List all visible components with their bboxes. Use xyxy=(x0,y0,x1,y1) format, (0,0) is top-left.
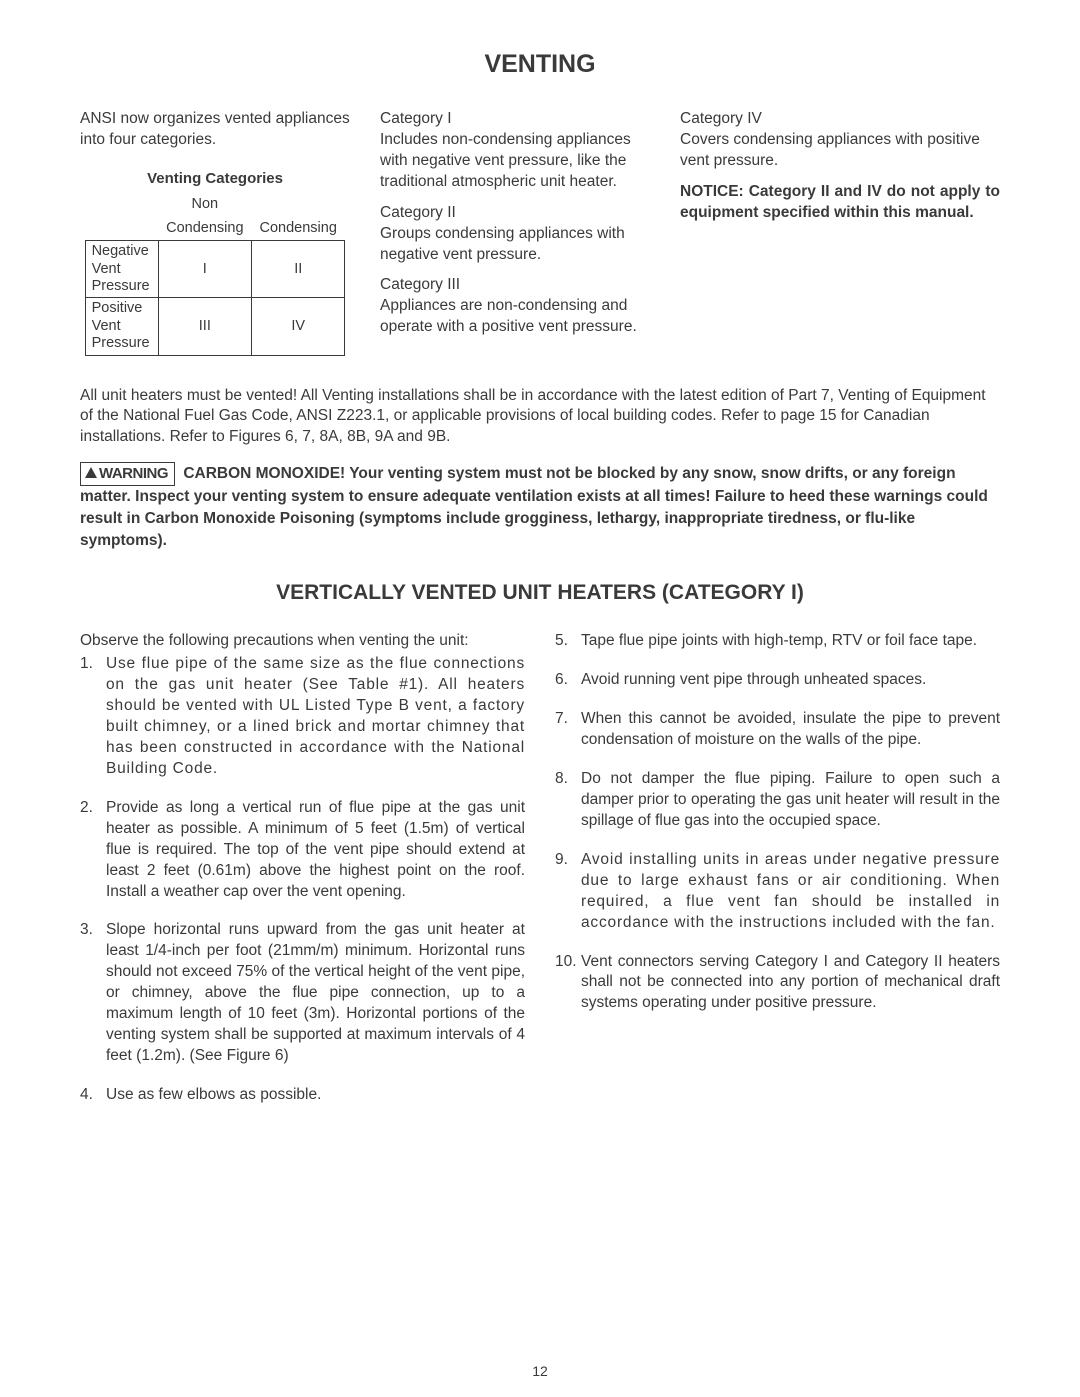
warning-block: WARNING CARBON MONOXIDE! Your venting sy… xyxy=(80,462,1000,551)
category-4-block: Category IV Covers condensing appliances… xyxy=(680,109,1000,172)
precaution-item: 4.Use as few elbows as possible. xyxy=(80,1085,525,1106)
main-paragraph: All unit heaters must be vented! All Ven… xyxy=(80,386,1000,449)
precautions-left: Observe the following precautions when v… xyxy=(80,631,525,1123)
table-header-non: Non xyxy=(158,193,251,217)
table-row-label-0: Negative Vent Pressure xyxy=(85,241,158,298)
table-cell-0-1: I xyxy=(158,241,251,298)
precaution-item: 10.Vent connectors serving Category I an… xyxy=(555,952,1000,1015)
intro-text: ANSI now organizes vented appliances int… xyxy=(80,109,350,151)
column-2: Category I Includes non-condensing appli… xyxy=(380,109,650,356)
page-title: VENTING xyxy=(80,50,1000,79)
precaution-item: 3.Slope horizontal runs upward from the … xyxy=(80,920,525,1066)
category-1-block: Category I Includes non-condensing appli… xyxy=(380,109,650,193)
table-header-col1: Condensing xyxy=(158,217,251,241)
precaution-item: 9.Avoid installing units in areas under … xyxy=(555,850,1000,934)
section-heading: VERTICALLY VENTED UNIT HEATERS (CATEGORY… xyxy=(80,581,1000,605)
precaution-item: 6.Avoid running vent pipe through unheat… xyxy=(555,670,1000,691)
table-header-col2: Condensing xyxy=(252,217,345,241)
precaution-item: 2.Provide as long a vertical run of flue… xyxy=(80,798,525,903)
precaution-item: 8.Do not damper the flue piping. Failure… xyxy=(555,769,1000,832)
table-title: Venting Categories xyxy=(80,169,350,189)
category-3-block: Category III Appliances are non-condensi… xyxy=(380,275,650,338)
table-cell-0-2: II xyxy=(252,241,345,298)
table-cell-1-1: III xyxy=(158,298,251,355)
precautions-columns: Observe the following precautions when v… xyxy=(80,631,1000,1123)
warning-text: CARBON MONOXIDE! Your venting system mus… xyxy=(80,465,988,548)
precaution-item: 5.Tape flue pipe joints with high-temp, … xyxy=(555,631,1000,652)
page-number: 12 xyxy=(0,1363,1080,1379)
warning-badge: WARNING xyxy=(80,462,175,486)
precautions-lead: Observe the following precautions when v… xyxy=(80,631,525,652)
precaution-item: 1.Use flue pipe of the same size as the … xyxy=(80,654,525,780)
top-columns: ANSI now organizes vented appliances int… xyxy=(80,109,1000,356)
notice-text: NOTICE: Category II and IV do not apply … xyxy=(680,182,1000,224)
precaution-item: 7.When this cannot be avoided, insulate … xyxy=(555,709,1000,751)
precautions-right: 5.Tape flue pipe joints with high-temp, … xyxy=(555,631,1000,1123)
table-cell-1-2: IV xyxy=(252,298,345,355)
column-1: ANSI now organizes vented appliances int… xyxy=(80,109,350,356)
category-2-block: Category II Groups condensing appliances… xyxy=(380,203,650,266)
warning-triangle-icon xyxy=(85,467,97,478)
venting-categories-table: Non Condensing Condensing Negative Vent … xyxy=(85,193,346,355)
column-3: Category IV Covers condensing appliances… xyxy=(680,109,1000,356)
table-row-label-1: Positive Vent Pressure xyxy=(85,298,158,355)
